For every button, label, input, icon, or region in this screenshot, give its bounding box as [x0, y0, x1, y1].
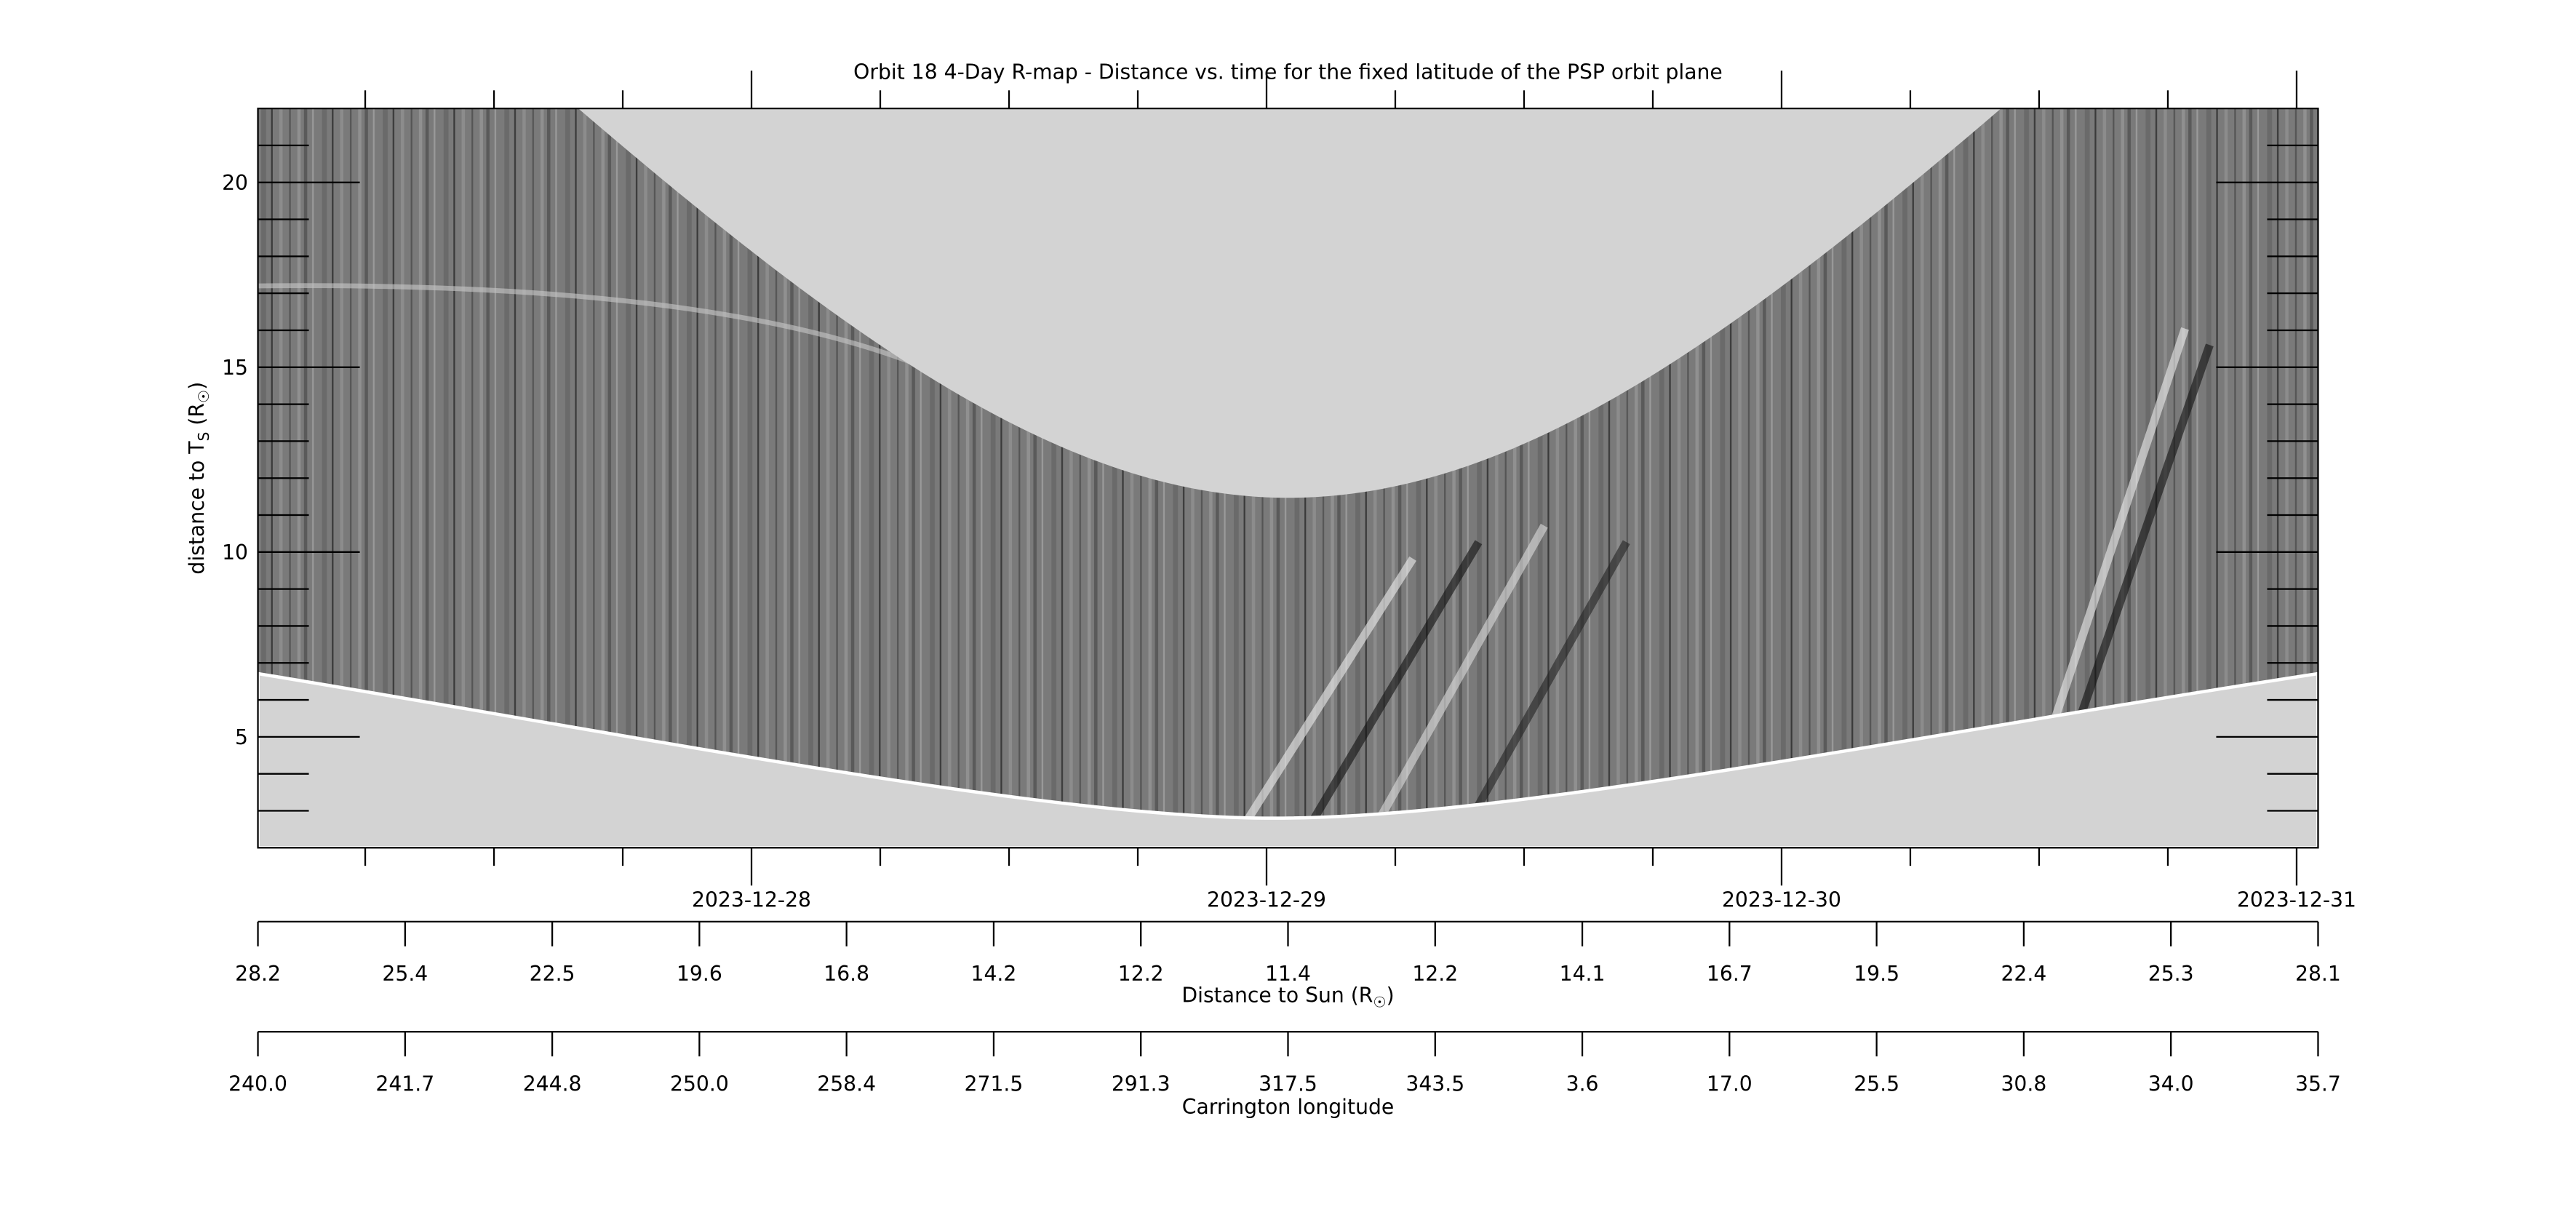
distance_axis-tick-label: 16.8 [824, 962, 869, 986]
distance_axis-tick-label: 12.2 [1412, 962, 1458, 986]
distance_axis-tick-label: 12.2 [1118, 962, 1164, 986]
distance_axis-tick-label: 22.5 [530, 962, 575, 986]
y-tick-label: 20 [222, 171, 248, 195]
distance_axis-tick-label: 28.1 [2295, 962, 2341, 986]
rmap-image [258, 108, 2318, 848]
carrington_axis-tick-label: 17.0 [1707, 1072, 1752, 1096]
distance_axis-tick-label: 11.4 [1265, 962, 1311, 986]
distance_axis-tick-label: 28.2 [235, 962, 281, 986]
carrington_axis-tick-label: 35.7 [2295, 1072, 2341, 1096]
carrington_axis-tick-label: 291.3 [1112, 1072, 1171, 1096]
y-axis-label: distance to TS (R☉) [185, 382, 212, 575]
distance_axis-tick-label: 22.4 [2001, 962, 2046, 986]
distance_axis-tick-label: 16.7 [1707, 962, 1752, 986]
y-tick-label: 15 [222, 356, 248, 380]
chart-title: Orbit 18 4-Day R-map - Distance vs. time… [853, 60, 1723, 84]
y-tick-label: 10 [222, 541, 248, 565]
distance-axis-label: Distance to Sun (R☉) [1181, 984, 1394, 1011]
carrington_axis-tick-label: 241.7 [375, 1072, 434, 1096]
carrington_axis-tick-label: 25.5 [1854, 1072, 1899, 1096]
distance_axis-tick-label: 14.2 [971, 962, 1017, 986]
carrington-axis-label: Carrington longitude [1182, 1095, 1394, 1119]
carrington_axis-tick-label: 244.8 [523, 1072, 582, 1096]
carrington_axis-tick-label: 240.0 [228, 1072, 287, 1096]
carrington_axis-tick-label: 250.0 [670, 1072, 729, 1096]
carrington_axis-tick-label: 3.6 [1566, 1072, 1599, 1096]
distance_axis-tick-label: 25.4 [382, 962, 428, 986]
carrington_axis-tick-label: 271.5 [965, 1072, 1024, 1096]
distance_axis-tick-label: 14.1 [1560, 962, 1606, 986]
carrington_axis-tick-label: 34.0 [2148, 1072, 2194, 1096]
carrington_axis-tick-label: 30.8 [2001, 1072, 2046, 1096]
x-tick-label: 2023-12-28 [692, 888, 811, 912]
x-tick-label: 2023-12-30 [1722, 888, 1841, 912]
distance_axis-tick-label: 19.5 [1854, 962, 1899, 986]
x-tick-label: 2023-12-29 [1207, 888, 1326, 912]
distance_axis-tick-label: 25.3 [2148, 962, 2194, 986]
x-tick-label: 2023-12-31 [2237, 888, 2356, 912]
carrington_axis-tick-label: 343.5 [1405, 1072, 1464, 1096]
distance_axis-tick-label: 19.6 [677, 962, 722, 986]
carrington_axis-tick-label: 317.5 [1259, 1072, 1317, 1096]
y-tick-label: 5 [235, 725, 248, 749]
carrington_axis-tick-label: 258.4 [817, 1072, 876, 1096]
